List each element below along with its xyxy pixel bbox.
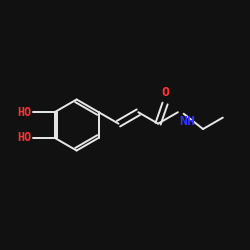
Text: NH: NH: [179, 115, 195, 128]
Text: HO: HO: [18, 106, 32, 119]
Text: HO: HO: [18, 131, 32, 144]
Text: O: O: [161, 86, 169, 100]
